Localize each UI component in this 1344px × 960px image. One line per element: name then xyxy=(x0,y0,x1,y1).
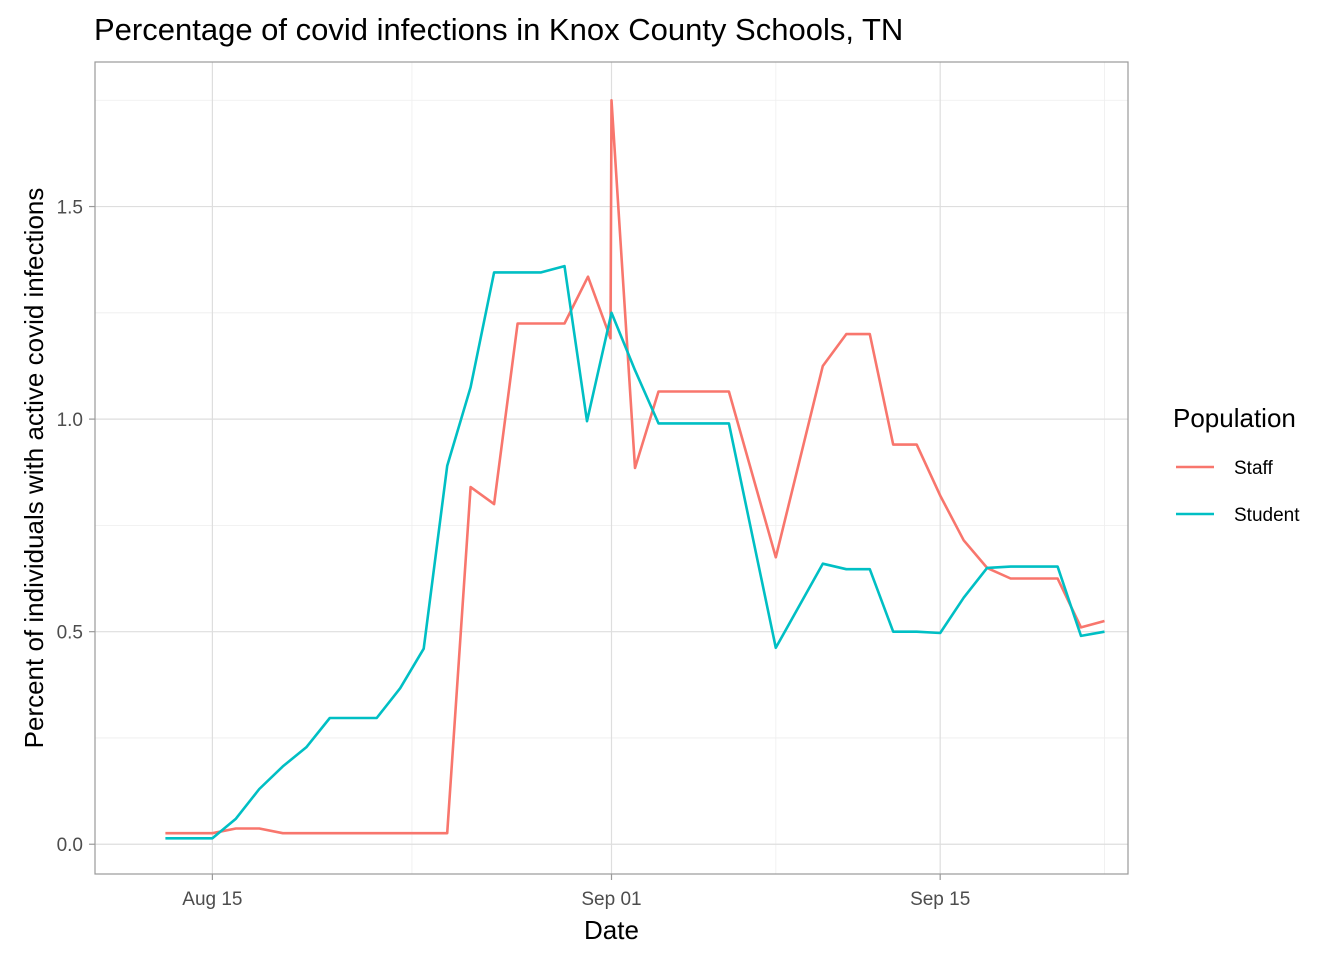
y-axis-title: Percent of individuals with active covid… xyxy=(19,188,49,749)
x-axis-title: Date xyxy=(584,915,639,945)
legend-label-student: Student xyxy=(1234,505,1300,526)
y-axis-ticks: 0.0 0.5 1.0 1.5 xyxy=(57,198,95,856)
y-tick-label: 1.5 xyxy=(57,198,83,219)
legend-items: Staff Student xyxy=(1176,458,1300,526)
series-line-staff xyxy=(165,99,1105,835)
legend-title: Population xyxy=(1173,403,1296,433)
series-line-student xyxy=(165,264,1105,840)
x-tick-label: Sep 15 xyxy=(910,889,970,910)
chart-title: Percentage of covid infections in Knox C… xyxy=(94,12,903,47)
y-tick-label: 1.0 xyxy=(57,410,83,431)
legend: Population Staff Student xyxy=(1173,403,1300,526)
y-tick-label: 0.0 xyxy=(57,835,83,856)
y-tick-label: 0.5 xyxy=(57,623,83,644)
x-tick-label: Sep 01 xyxy=(581,889,641,910)
x-axis-ticks: Aug 15 Sep 01 Sep 15 xyxy=(182,874,970,910)
major-gridlines xyxy=(95,62,1128,874)
x-tick-label: Aug 15 xyxy=(182,889,242,910)
legend-label-staff: Staff xyxy=(1234,458,1273,479)
series-layer xyxy=(165,99,1105,840)
